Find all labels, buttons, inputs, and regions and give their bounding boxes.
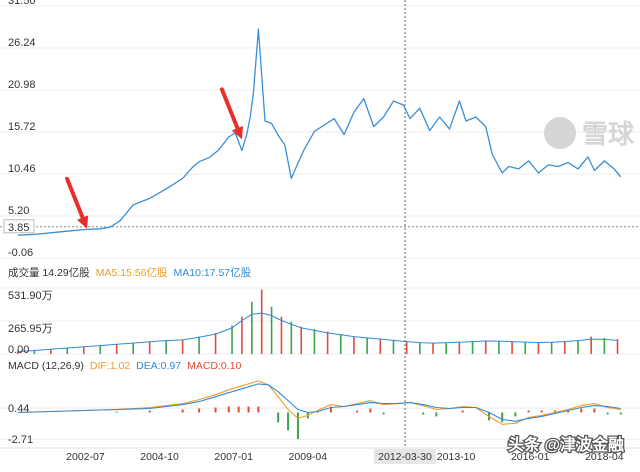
price-tick-label: 20.98 bbox=[8, 79, 36, 91]
x-tick-label: 2013-10 bbox=[437, 451, 476, 463]
source-overlay: 头条 @津波金融 bbox=[507, 434, 626, 456]
price-grid bbox=[0, 5, 640, 259]
x-tick-label: 2009-04 bbox=[289, 451, 328, 463]
volume-ma-label: MA10:17.57亿股 bbox=[174, 266, 252, 279]
macd-indicator-label: MACD:0.10 bbox=[187, 360, 241, 372]
macd-indicator-label: DEA:0.97 bbox=[136, 360, 181, 372]
crosshair-date-label: 2012-03-30 bbox=[378, 451, 432, 463]
source-text: 头条 @津波金融 bbox=[508, 435, 624, 454]
macd-grid bbox=[0, 407, 640, 440]
x-tick-label: 2016-01 bbox=[511, 451, 550, 463]
macd-title: MACD (12,26,9) bbox=[8, 360, 84, 372]
volume-grid bbox=[0, 287, 640, 355]
volume-y-ticks: 531.90万 265.95万 0.00 bbox=[8, 290, 53, 356]
x-tick-label: 2004-10 bbox=[140, 451, 179, 463]
volume-tick-label: 531.90万 bbox=[8, 290, 53, 302]
volume-header: 成交量 14.29亿股 MA5:15.56亿股 MA10:17.57亿股 bbox=[8, 266, 252, 279]
price-line bbox=[17, 28, 622, 236]
macd-dea-line bbox=[17, 383, 621, 422]
macd-y-ticks: 0.44 -2.71 bbox=[8, 403, 33, 446]
x-tick-label: 2002-07 bbox=[66, 451, 105, 463]
macd-tick-label: 0.44 bbox=[8, 403, 29, 415]
current-price-marker: 3.85 bbox=[0, 219, 640, 234]
x-tick-label: 2007-01 bbox=[214, 451, 253, 463]
volume-title: 成交量 14.29亿股 bbox=[8, 266, 90, 279]
volume-ma10-line bbox=[17, 312, 618, 352]
arrow-shaft bbox=[65, 176, 85, 220]
crosshair-date-box bbox=[374, 449, 437, 464]
price-tick-label: 5.20 bbox=[8, 205, 29, 217]
macd-header: MACD (12,26,9) DIF:1.02 DEA:0.97 MACD:0.10 bbox=[8, 360, 242, 372]
volume-tick-label: 0.00 bbox=[8, 344, 29, 356]
price-series-line bbox=[17, 28, 622, 236]
price-tick-label: 10.46 bbox=[8, 163, 36, 175]
price-y-ticks: 31.50 26.24 20.98 15.72 10.46 5.20 -0.06 bbox=[8, 0, 36, 259]
volume-tick-label: 265.95万 bbox=[8, 323, 53, 335]
arrow-head bbox=[231, 125, 244, 140]
macd-lines bbox=[17, 380, 621, 425]
macd-tick-label: -2.71 bbox=[8, 434, 33, 446]
arrow-shaft bbox=[219, 87, 240, 131]
current-price-label: 3.85 bbox=[8, 222, 29, 234]
x-axis: 2002-072004-102007-012009-04202013-10201… bbox=[0, 447, 640, 464]
current-price-box bbox=[3, 219, 35, 234]
watermark: 雪球 bbox=[544, 117, 635, 149]
watermark-logo bbox=[544, 117, 576, 149]
price-tick-label: -0.06 bbox=[8, 247, 33, 259]
arrow-annotations bbox=[65, 87, 244, 229]
macd-bars bbox=[115, 406, 622, 440]
price-tick-label: 26.24 bbox=[8, 37, 36, 49]
watermark-text: 雪球 bbox=[582, 119, 635, 149]
macd-indicator-label: DIF:1.02 bbox=[90, 360, 130, 372]
macd-dif-line bbox=[17, 380, 621, 425]
price-tick-label: 31.50 bbox=[8, 0, 36, 7]
volume-bars bbox=[17, 289, 619, 354]
volume-ma-label: MA5:15.56亿股 bbox=[96, 266, 168, 279]
arrow-head bbox=[77, 215, 89, 229]
x-tick-label: 2018-04 bbox=[585, 451, 624, 463]
price-tick-label: 15.72 bbox=[8, 121, 36, 133]
